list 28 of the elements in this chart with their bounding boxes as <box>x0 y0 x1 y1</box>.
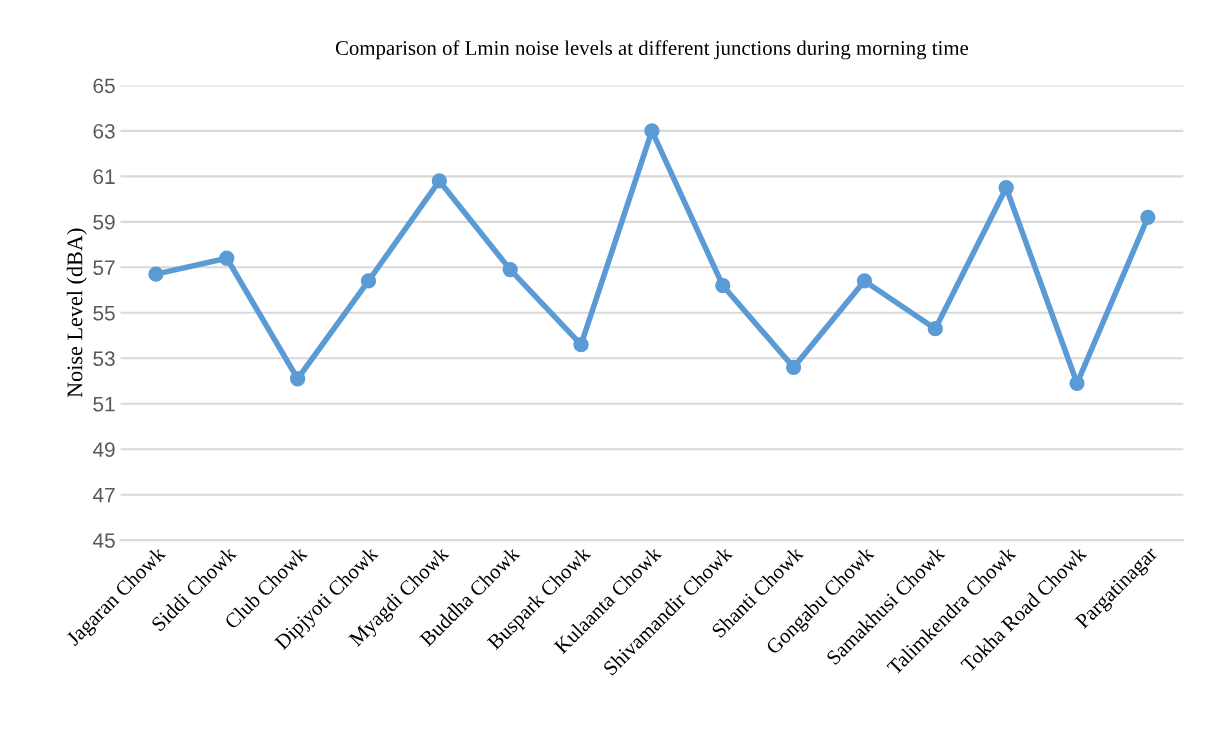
y-tick-label: 49 <box>92 442 115 457</box>
y-tick-label: 45 <box>92 533 115 548</box>
point <box>219 250 235 266</box>
point <box>998 180 1014 196</box>
point <box>644 123 660 139</box>
point <box>431 173 447 189</box>
point <box>927 321 943 337</box>
y-axis-title: Noise Level (dBA) <box>66 228 87 398</box>
point <box>785 359 802 376</box>
y-tick-label: 53 <box>93 351 115 367</box>
y-tick-label: 57 <box>93 260 115 276</box>
point <box>148 266 164 282</box>
chart-title: Comparison of Lmin noise levels at different junctions during morning time <box>335 40 969 60</box>
y-tick-label: 59 <box>93 214 115 230</box>
y-tick-label: 47 <box>92 487 115 503</box>
point <box>1140 209 1156 225</box>
point <box>1069 375 1085 391</box>
point <box>502 261 518 278</box>
point <box>289 371 306 387</box>
y-tick-label: 51 <box>93 396 115 412</box>
point <box>856 273 873 289</box>
y-tick-label: 65 <box>93 78 115 94</box>
point <box>573 337 589 353</box>
point <box>360 273 377 289</box>
y-tick-label: 61 <box>93 169 115 185</box>
point <box>715 277 731 294</box>
y-tick-label: 63 <box>93 123 115 139</box>
y-tick-label: 55 <box>93 306 115 321</box>
